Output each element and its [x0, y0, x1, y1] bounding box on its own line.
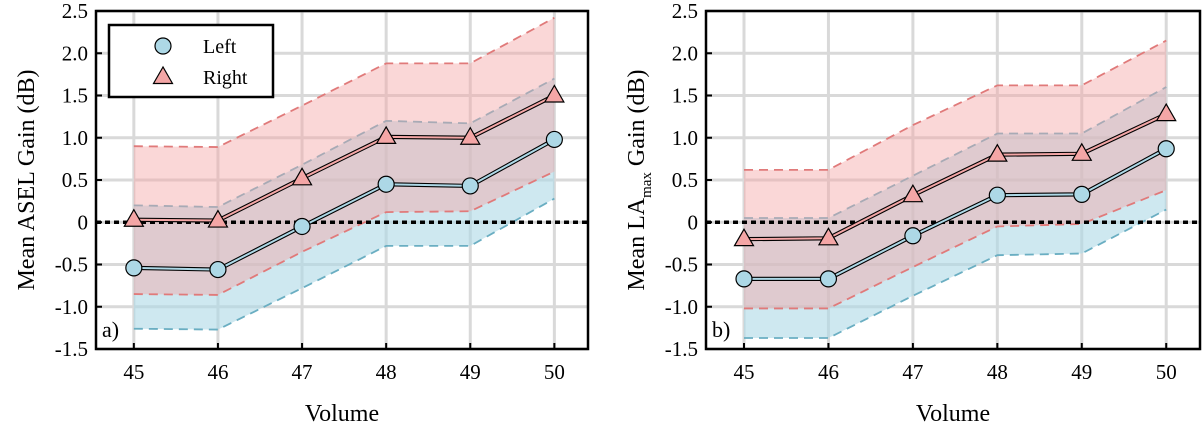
x-tick-label: 48: [376, 360, 397, 384]
y-tick-label: 1.5: [62, 84, 88, 108]
point-right: [207, 209, 229, 228]
point-right: [291, 167, 313, 186]
point-right: [1155, 102, 1177, 122]
y-axis-label-subscript: max: [639, 172, 655, 198]
y-axis-label: Mean ASEL Gain (dB): [14, 69, 40, 290]
point-right: [902, 184, 924, 203]
y-tick-label: 0.5: [672, 168, 698, 192]
x-tick-label: 49: [1071, 360, 1092, 384]
legend-label-right: Right: [203, 67, 248, 89]
point-right: [1071, 142, 1093, 161]
x-tick-label: 45: [734, 360, 755, 384]
x-tick-label: 50: [1156, 360, 1177, 384]
point-right: [817, 227, 839, 246]
x-tick-label: 49: [460, 360, 481, 384]
series-line-right: [133, 94, 555, 222]
band-upper-left: [744, 86, 1167, 219]
y-tick-label: 1.0: [62, 126, 88, 150]
point-right: [543, 84, 565, 103]
y-tick-label: 0: [78, 210, 89, 234]
point-left: [545, 130, 563, 149]
x-tick-label: 48: [987, 360, 1008, 384]
point-right: [459, 126, 481, 145]
point-left: [1157, 140, 1175, 158]
y-tick-label: -0.5: [55, 253, 88, 277]
point-left: [377, 175, 395, 193]
y-tick-label: 1.5: [672, 84, 698, 108]
band-upper-right: [744, 39, 1167, 171]
band-lower-left: [744, 208, 1167, 339]
x-axis-label: Volume: [916, 401, 990, 427]
series-line-left: [133, 138, 555, 271]
band-lower-right: [133, 170, 555, 296]
y-tick-label: 0.5: [62, 168, 88, 192]
panel-label-bg: [710, 315, 740, 343]
legend-marker-left: [154, 37, 172, 55]
point-left: [293, 217, 311, 236]
point-left: [988, 186, 1006, 204]
legend-label-left: Left: [203, 36, 237, 58]
x-tick-label: 46: [818, 360, 839, 384]
x-tick-label: 46: [207, 360, 228, 384]
x-tick-label: 47: [902, 360, 923, 384]
x-axis-label: Volume: [305, 401, 379, 427]
band-left: [744, 87, 1167, 339]
point-right: [986, 143, 1008, 162]
y-tick-label: 1.0: [672, 126, 698, 150]
point-left: [735, 270, 753, 288]
point-left: [1073, 185, 1091, 203]
legend-box: [107, 23, 275, 99]
y-tick-label: 2.0: [62, 41, 88, 65]
y-tick-label: -1.0: [665, 295, 698, 319]
point-left: [461, 177, 479, 195]
chart-panel-1: 45 46 47 48 49 50 -1.5 -1.0 -0.5 0 0.5 1.0 1.5 2.0 2.5…: [14, 0, 590, 427]
panel-label: a): [102, 317, 119, 342]
panel-label-bg: [100, 315, 130, 343]
y-tick-label: -1.5: [665, 337, 698, 361]
panel-label: b): [712, 317, 730, 342]
y-tick-label: 0: [688, 210, 699, 234]
point-left: [209, 260, 227, 279]
y-tick-label: -0.5: [665, 253, 698, 277]
point-right: [733, 227, 755, 247]
x-tick-label: 50: [544, 360, 565, 384]
band-lower-right: [744, 189, 1167, 310]
series-line-left: [744, 147, 1167, 280]
y-tick-label: 2.5: [672, 0, 698, 23]
chart-panel-2: 45 46 47 48 49 50 -1.5 -1.0 -0.5 0 0.5 1.0 1.5 2.0 2.5…: [624, 0, 1202, 427]
point-right: [375, 125, 397, 145]
band-upper-left: [133, 77, 555, 208]
x-tick-label: 45: [123, 360, 144, 384]
point-left: [904, 227, 922, 245]
y-tick-label: 2.0: [672, 41, 698, 65]
point-left: [819, 270, 838, 288]
series-line-right: [743, 113, 1167, 241]
x-tick-label: 47: [292, 360, 313, 384]
point-right: [123, 208, 145, 227]
legend-marker-right: [152, 65, 174, 85]
y-axis-label: Mean LAmax Gain (dB): [624, 69, 655, 290]
legend: Left Right: [107, 23, 275, 99]
y-tick-label: 2.5: [62, 0, 88, 23]
point-left: [125, 259, 143, 277]
y-tick-label: -1.0: [55, 295, 88, 319]
y-tick-label: -1.5: [55, 337, 88, 361]
